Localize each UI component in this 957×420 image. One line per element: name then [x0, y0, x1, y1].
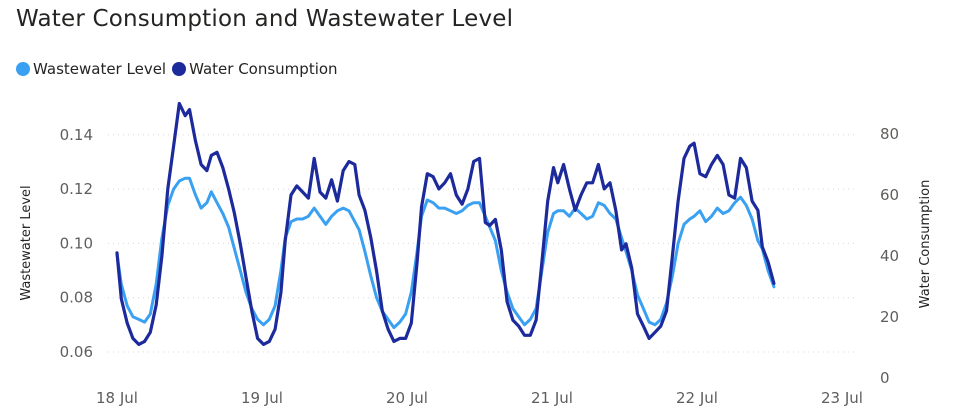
y-left-tick-label: 0.10: [60, 234, 93, 252]
y-right-tick-label: 40: [880, 247, 899, 265]
y-right-axis-title: Water Consumption: [918, 180, 933, 309]
x-tick-label: 22 Jul: [676, 389, 718, 407]
y-right-tick-label: 80: [880, 125, 899, 143]
legend-label-water-consumption: Water Consumption: [189, 60, 338, 78]
x-tick-label: 23 Jul: [821, 389, 863, 407]
series-line-water-consumption: [115, 101, 776, 346]
y-right-tick-label: 20: [880, 308, 899, 326]
legend-label-wastewater-level: Wastewater Level: [33, 60, 167, 78]
legend-marker-water-consumption: [172, 62, 187, 76]
x-tick-label: 19 Jul: [241, 389, 283, 407]
legend-item-water-consumption[interactable]: Water Consumption: [172, 60, 338, 78]
legend-item-wastewater-level[interactable]: Wastewater Level: [16, 60, 166, 78]
y-left-tick-label: 0.08: [60, 289, 93, 307]
x-tick-label: 18 Jul: [96, 389, 138, 407]
chart-title: Water Consumption and Wastewater Level: [16, 6, 514, 32]
y-left-tick-label: 0.12: [60, 180, 93, 198]
x-tick-label: 20 Jul: [386, 389, 428, 407]
legend: Wastewater Level Water Consumption: [16, 60, 344, 78]
x-tick-label: 21 Jul: [531, 389, 573, 407]
y-left-axis-title: Wastewater Level: [19, 185, 34, 300]
y-right-tick-label: 0: [880, 369, 890, 387]
y-left-tick-label: 0.14: [60, 126, 93, 144]
legend-marker-wastewater-level: [16, 62, 30, 76]
series-line-wastewater-level: [115, 176, 776, 330]
y-right-tick-label: 60: [880, 186, 899, 204]
y-left-tick-label: 0.06: [60, 343, 93, 361]
